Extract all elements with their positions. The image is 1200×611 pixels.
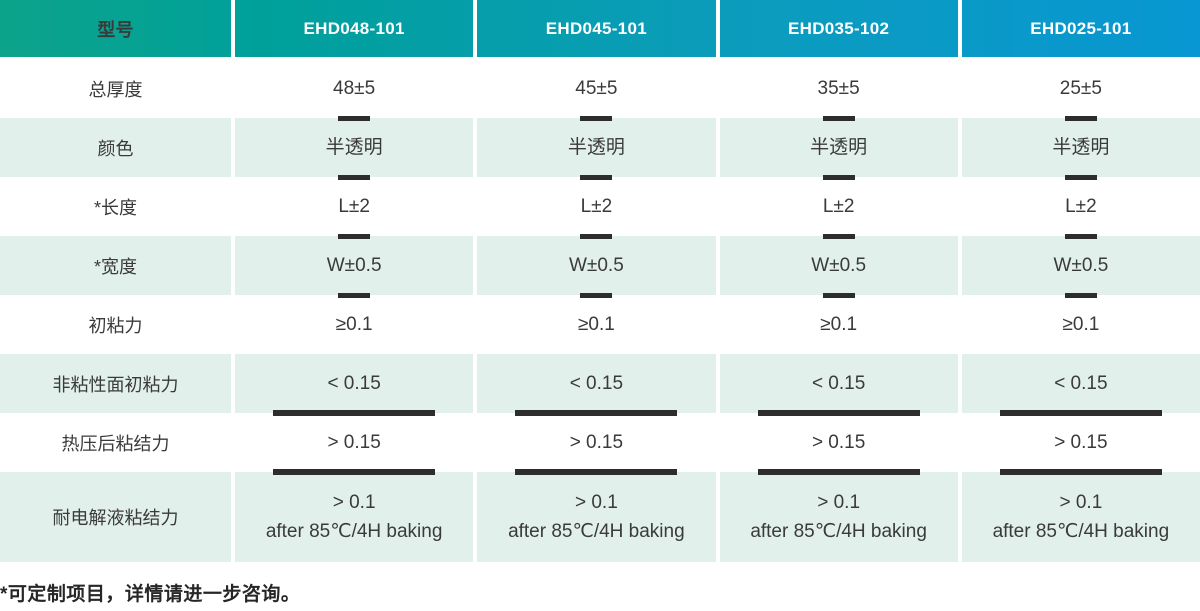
tick-mark xyxy=(338,175,371,180)
table-row: *长度 L±2 L±2 L±2 L±2 xyxy=(0,177,1200,239)
value-cell: 48±5 xyxy=(231,59,473,121)
value-cell: > 0.15 xyxy=(957,413,1200,475)
value-cell: > 0.15 xyxy=(231,413,473,475)
value-line: after 85℃/4H baking xyxy=(750,521,927,542)
tick-mark xyxy=(757,410,920,416)
value-cell: < 0.15 xyxy=(715,354,958,416)
tick-mark xyxy=(1064,116,1097,121)
tick-mark xyxy=(580,175,613,180)
value-cell: 半透明 xyxy=(957,118,1200,180)
value-cell: < 0.15 xyxy=(957,354,1200,416)
table-row: 总厚度 48±5 45±5 35±5 25±5 xyxy=(0,59,1200,121)
value-line: > 0.1 xyxy=(574,491,618,513)
value-cell: > 0.1 after 85℃/4H baking xyxy=(715,472,958,562)
value-cell: ≥0.1 xyxy=(957,295,1200,354)
tick-mark xyxy=(338,234,371,239)
tick-mark xyxy=(1064,175,1097,180)
value-cell: W±0.5 xyxy=(715,236,958,298)
value-cell: 35±5 xyxy=(715,59,958,121)
row-label: 非粘性面初粘力 xyxy=(52,374,179,395)
value-cell: > 0.1 after 85℃/4H baking xyxy=(231,472,473,562)
tick-mark xyxy=(1064,293,1097,298)
value-line: > 0.1 xyxy=(817,491,861,513)
value-cell: ≥0.1 xyxy=(473,295,715,354)
tick-mark xyxy=(338,293,371,298)
value-cell: 25±5 xyxy=(957,59,1200,121)
tick-mark xyxy=(338,116,371,121)
header-model-ehd025-101: EHD025-101 xyxy=(957,0,1200,57)
header-model-ehd045-101: EHD045-101 xyxy=(473,0,715,57)
tick-mark xyxy=(999,469,1162,475)
spec-table: 型号 EHD048-101 EHD045-101 EHD035-102 EHD025-… xyxy=(0,0,1200,562)
value-cell: ≥0.1 xyxy=(231,295,473,354)
value-cell: L±2 xyxy=(715,177,958,239)
value-line: after 85℃/4H baking xyxy=(992,521,1170,542)
tick-mark xyxy=(273,410,436,416)
table-row: 热压后粘结力 > 0.15 > 0.15 > 0.15 > 0.15 xyxy=(0,413,1200,475)
row-label: *长度 xyxy=(93,197,137,218)
value-cell: > 0.1 after 85℃/4H baking xyxy=(957,472,1200,562)
value-cell: L±2 xyxy=(473,177,715,239)
tick-mark xyxy=(273,469,436,475)
table-row: *宽度 W±0.5 W±0.5 W±0.5 W±0.5 xyxy=(0,236,1200,298)
tick-mark xyxy=(580,234,613,239)
row-label: 热压后粘结力 xyxy=(61,433,170,454)
value-cell: < 0.15 xyxy=(473,354,715,416)
value-cell: > 0.15 xyxy=(715,413,958,475)
value-cell: < 0.15 xyxy=(231,354,473,416)
value-cell: L±2 xyxy=(957,177,1200,239)
value-line: > 0.1 xyxy=(1059,491,1103,513)
table-row: 耐电解液粘结力 > 0.1 after 85℃/4H baking > 0.1 afte… xyxy=(0,472,1200,562)
value-cell: 半透明 xyxy=(473,118,715,180)
value-cell: > 0.15 xyxy=(473,413,715,475)
value-cell: W±0.5 xyxy=(473,236,715,298)
table-row: 初粘力 ≥0.1 ≥0.1 ≥0.1 ≥0.1 xyxy=(0,295,1200,354)
header-model-ehd035-102: EHD035-102 xyxy=(715,0,958,57)
tick-mark xyxy=(822,293,855,298)
value-line: > 0.1 xyxy=(332,491,376,513)
row-label: *宽度 xyxy=(93,256,137,277)
tick-mark xyxy=(515,469,678,475)
header-model-label: 型号 xyxy=(97,19,134,40)
row-label: 总厚度 xyxy=(88,79,143,100)
tick-mark xyxy=(580,116,613,121)
table-header-row: 型号 EHD048-101 EHD045-101 EHD035-102 EHD025-… xyxy=(0,0,1200,57)
tick-mark xyxy=(515,410,678,416)
tick-mark xyxy=(999,410,1162,416)
table-row: 非粘性面初粘力 < 0.15 < 0.15 < 0.15 < 0.15 xyxy=(0,354,1200,416)
table-row: 颜色 半透明 半透明 半透明 半透明 xyxy=(0,118,1200,180)
header-model-ehd048-101: EHD048-101 xyxy=(231,0,473,57)
tick-mark xyxy=(580,293,613,298)
value-cell: W±0.5 xyxy=(231,236,473,298)
tick-mark xyxy=(757,469,920,475)
value-cell: 45±5 xyxy=(473,59,715,121)
value-line: after 85℃/4H baking xyxy=(265,521,443,542)
value-cell: > 0.1 after 85℃/4H baking xyxy=(473,472,715,562)
value-line: after 85℃/4H baking xyxy=(508,521,685,542)
row-label: 颜色 xyxy=(97,138,134,159)
tick-mark xyxy=(822,116,855,121)
value-cell: 半透明 xyxy=(231,118,473,180)
value-cell: W±0.5 xyxy=(957,236,1200,298)
tick-mark xyxy=(822,234,855,239)
value-cell: 半透明 xyxy=(715,118,958,180)
tick-mark xyxy=(1064,234,1097,239)
row-label: 初粘力 xyxy=(88,315,143,336)
tick-mark xyxy=(822,175,855,180)
value-cell: ≥0.1 xyxy=(715,295,958,354)
row-label: 耐电解液粘结力 xyxy=(52,508,179,528)
footnote: *可定制项目，详情请进一步咨询。 xyxy=(0,584,301,605)
value-cell: L±2 xyxy=(231,177,473,239)
